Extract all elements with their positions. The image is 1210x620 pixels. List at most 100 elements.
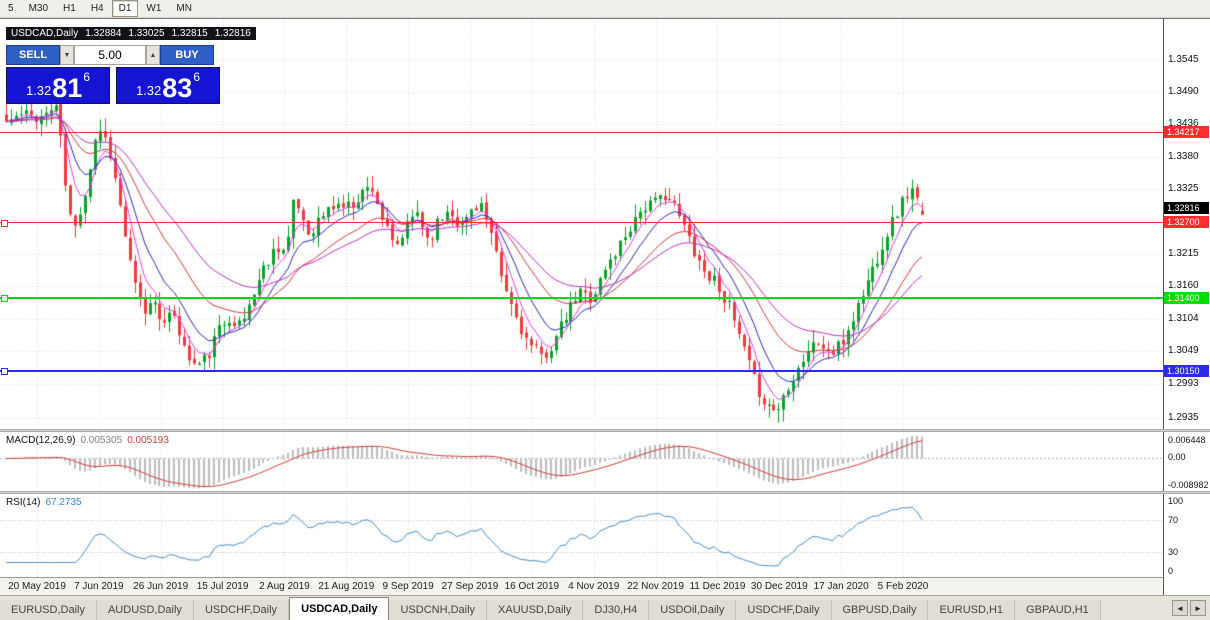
sell-price-pip-digit: 6 [83, 70, 91, 84]
buy-button[interactable]: BUY [160, 45, 214, 65]
timeframe-button-m30[interactable]: M30 [28, 3, 49, 14]
tab-xauusd-daily[interactable]: XAUUSD,Daily [487, 600, 584, 620]
ohlc-low: 1.32815 [171, 28, 208, 39]
macd-name: MACD(12,26,9) [6, 435, 76, 446]
date-axis-label: 4 Nov 2019 [568, 581, 620, 592]
tab-usdcnh-daily[interactable]: USDCNH,Daily [389, 600, 488, 620]
tab-dj30-h4[interactable]: DJ30,H4 [583, 600, 650, 620]
date-axis-label: 27 Sep 2019 [441, 581, 499, 592]
sell-button[interactable]: SELL [6, 45, 60, 65]
price-axis[interactable]: 1.35451.34901.34361.33801.33251.32701.32… [1164, 18, 1210, 595]
date-axis-label: 2 Aug 2019 [259, 581, 310, 592]
tab-scroll-controls: ◄ ► [1168, 596, 1210, 620]
price-axis-label: 1.2935 [1168, 412, 1199, 424]
date-axis-label: 11 Dec 2019 [689, 581, 746, 592]
price-tag-resistance-lower: 1.32700 [1164, 215, 1209, 228]
price-axis-label: 1.3436 [1168, 118, 1199, 130]
current-price-tag: 1.32816 [1164, 201, 1209, 214]
timeframe-button-h1[interactable]: H1 [63, 3, 76, 14]
macd-pane-splitter[interactable] [0, 429, 1210, 432]
date-axis-label: 22 Nov 2019 [627, 581, 684, 592]
timeframe-button-m5[interactable]: 5 [8, 3, 14, 14]
line-drag-handle[interactable] [1, 368, 8, 376]
buy-price-box[interactable]: 1.32 83 6 [116, 67, 220, 104]
rsi-name: RSI(14) [6, 497, 41, 508]
price-axis-label: 1.3325 [1168, 183, 1199, 195]
rsi-axis-100: 100 [1168, 496, 1184, 506]
sell-price-prefix: 1.32 [25, 83, 52, 98]
price-axis-label: 1.3380 [1168, 150, 1199, 162]
support-line-blue[interactable] [0, 368, 1163, 376]
price-axis-label: 1.3545 [1168, 54, 1199, 66]
price-axis-label: 1.3049 [1168, 345, 1199, 357]
tab-usdoil-daily[interactable]: USDOil,Daily [649, 600, 737, 620]
price-tag-support-blue: 1.30150 [1164, 365, 1209, 378]
date-axis-label: 26 Jun 2019 [133, 581, 189, 592]
rsi-axis-30: 30 [1168, 547, 1179, 558]
line-drag-handle[interactable] [1, 219, 8, 227]
macd-main-value: 0.005305 [80, 435, 123, 446]
date-axis-label: 9 Sep 2019 [382, 581, 434, 592]
sell-price-box[interactable]: 1.32 81 6 [6, 67, 110, 104]
tab-gbpusd-daily[interactable]: GBPUSD,Daily [831, 600, 929, 620]
price-axis-label: 1.3215 [1168, 247, 1199, 259]
tab-usdchf-daily-2[interactable]: USDCHF,Daily [736, 600, 832, 620]
support-line-green[interactable] [0, 294, 1163, 302]
date-axis-label: 7 Jun 2019 [74, 581, 124, 592]
rsi-value: 67.2735 [45, 497, 82, 508]
timeframe-button-d1[interactable]: D1 [111, 0, 139, 17]
tab-eurusd-h1[interactable]: EURUSD,H1 [928, 600, 1016, 620]
rsi-axis-70: 70 [1168, 514, 1179, 525]
date-axis-label: 20 May 2019 [8, 581, 66, 592]
tab-usdcad-daily[interactable]: USDCAD,Daily [289, 597, 390, 620]
tab-audusd-daily[interactable]: AUDUSD,Daily [96, 600, 194, 620]
date-axis-label: 17 Jan 2020 [813, 581, 869, 592]
macd-axis-min: -0.008982 [1168, 480, 1209, 490]
date-axis-label: 21 Aug 2019 [318, 581, 375, 592]
one-click-trading-panel: SELL ▼ 5.00 ▲ BUY 1.32 81 6 1.32 83 6 [6, 45, 220, 104]
tab-gbpaud-h1[interactable]: GBPAUD,H1 [1015, 600, 1101, 620]
buy-price-pip-digit: 6 [193, 70, 201, 84]
macd-axis-zero: 0.00 [1168, 452, 1186, 462]
timeframe-button-w1[interactable]: W1 [146, 3, 162, 14]
chart-area[interactable]: USDCAD,Daily 1.32884 1.33025 1.32815 1.3… [0, 18, 1164, 596]
macd-signal-value: 0.005193 [127, 435, 169, 446]
chart-symbol: USDCAD,Daily [11, 28, 79, 39]
rsi-axis-0: 0 [1168, 566, 1174, 576]
date-axis[interactable]: 20 May 2019 7 Jun 2019 26 Jun 2019 15 Jul 2… [0, 577, 1163, 596]
price-axis-label: 1.3160 [1168, 280, 1199, 292]
date-axis-label: 16 Oct 2019 [504, 581, 560, 592]
price-axis-label: 1.3104 [1168, 313, 1199, 325]
ohlc-high: 1.33025 [128, 28, 165, 39]
macd-indicator-label: MACD(12,26,9) 0.005305 0.005193 [6, 435, 169, 446]
date-axis-label: 30 Dec 2019 [750, 581, 808, 592]
line-drag-handle[interactable] [1, 294, 8, 302]
resistance-line-lower[interactable] [0, 219, 1163, 227]
volume-field[interactable]: 5.00 [74, 45, 146, 65]
chart-tabs-bar: EURUSD,Daily AUDUSD,Daily USDCHF,Daily U… [0, 595, 1210, 620]
date-axis-label: 15 Jul 2019 [196, 581, 249, 592]
macd-axis-max: 0.006448 [1168, 435, 1206, 445]
tab-scroll-left-icon[interactable]: ◄ [1172, 600, 1188, 616]
rsi-indicator-label: RSI(14) 67.2735 [6, 497, 82, 508]
price-axis-label: 1.3490 [1168, 86, 1199, 98]
date-axis-label: 5 Feb 2020 [877, 581, 929, 592]
timeframe-button-h4[interactable]: H4 [90, 3, 104, 14]
volume-increase-icon[interactable]: ▲ [146, 45, 160, 65]
volume-decrease-icon[interactable]: ▼ [60, 45, 74, 65]
tab-eurusd-daily[interactable]: EURUSD,Daily [0, 600, 97, 620]
price-tag-resistance-upper: 1.34217 [1164, 126, 1209, 139]
tab-scroll-right-icon[interactable]: ► [1190, 600, 1206, 616]
buy-price-big-digits: 83 [162, 73, 193, 104]
rsi-pane-splitter[interactable] [0, 491, 1210, 494]
tab-usdchf-daily[interactable]: USDCHF,Daily [193, 600, 290, 620]
resistance-line-upper[interactable] [0, 132, 1163, 134]
ohlc-open: 1.32884 [85, 28, 122, 39]
ohlc-close: 1.32816 [214, 28, 251, 39]
sell-price-big-digits: 81 [52, 73, 83, 104]
buy-price-prefix: 1.32 [135, 83, 162, 98]
timeframe-button-mn[interactable]: MN [176, 3, 192, 14]
price-tag-support-green: 1.31400 [1164, 291, 1209, 304]
ohlc-info-box: USDCAD,Daily 1.32884 1.33025 1.32815 1.3… [6, 27, 256, 40]
